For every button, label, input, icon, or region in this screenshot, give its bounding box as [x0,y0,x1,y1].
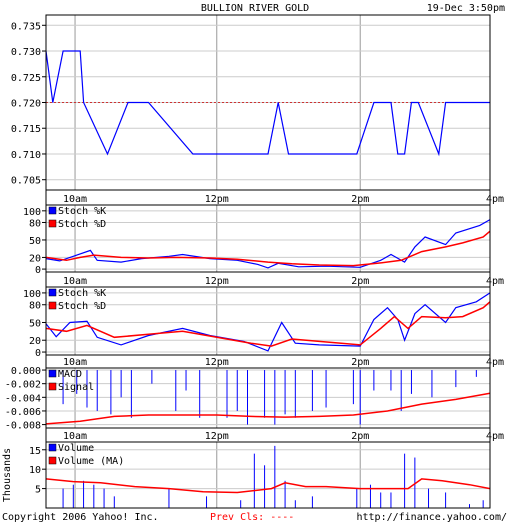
series-line [45,301,491,347]
x-tick-label: 10am [63,194,87,205]
x-tick-strip [45,189,491,206]
series-line [45,230,491,267]
x-tick-label: 10am [63,357,87,368]
legend-label: Volume (MA) [58,456,124,467]
series-line [45,50,490,157]
legend-swatch [48,288,57,297]
legend-label: Stoch %D [58,301,106,312]
plot-area [46,205,490,272]
y-tick-label: 15 [29,446,41,457]
y-tick-label: 0 [35,265,41,276]
y-tick-label: 10 [29,465,41,476]
panel-macd: 0.000 -0.002 -0.004 -0.006 -0.008 MACD Signal 1… [5,366,504,443]
y-tick-label: 80 [29,218,41,229]
legend-swatch [48,443,57,452]
x-tick-label: 10am [63,431,87,442]
legend-label: Stoch %K [58,206,106,217]
legend-label: Signal [58,382,94,393]
x-tick-strip [45,354,491,369]
y-tick-label: -0.006 [5,407,41,418]
y-tick-label: -0.002 [5,380,41,391]
legend-swatch [48,301,57,310]
source-url: http://finance.yahoo.com/ [356,512,507,523]
x-tick-label: 12pm [205,276,229,287]
y-tick-label: -0.008 [5,421,41,432]
y-tick-label: -0.004 [5,393,41,404]
x-tick-strip [45,271,491,288]
x-tick-row: 10am 12pm 2pm 4pm [45,189,504,206]
x-tick-label: 2pm [351,276,369,287]
x-tick-label: 4pm [486,194,504,205]
y-tick-label: 0.735 [11,21,41,32]
y-tick-label: 20 [29,253,41,264]
chart-title: BULLION RIVER GOLD [201,3,309,14]
plot-area [46,368,490,428]
x-tick-label: 2pm [351,357,369,368]
series-line [45,392,491,425]
legend-swatch [48,219,57,228]
series-line [45,478,491,494]
x-tick-label: 12pm [205,357,229,368]
y-tick-label: 0 [35,348,41,359]
y-tick-label: 100 [23,289,41,300]
prev-close-text: Prev Cls: ---- [210,512,294,523]
x-tick-row: 10am 12pm 2pm 4pm [45,271,504,288]
y-tick-label: 0.710 [11,150,41,161]
panel-volume: 15 10 5 Volume Volume (MA) Thousands [2,441,491,509]
legend-label: Stoch %D [58,219,106,230]
legend-label: Volume [58,443,94,454]
legend-swatch [48,382,57,391]
plot-area [46,287,490,355]
series-line [45,292,491,352]
panel-border [45,441,491,509]
series-line [45,219,491,269]
x-tick-label: 12pm [205,194,229,205]
x-tick-label: 4pm [486,357,504,368]
y-tick-label: 0.000 [11,366,41,377]
y-tick-label: 0.730 [11,47,41,58]
y-tick-label: 50 [29,236,41,247]
chart-datetime: 19-Dec 3:50pm [427,3,505,14]
legend-swatch [48,369,57,378]
y-tick-label: 5 [35,485,41,496]
y-tick-label: 100 [23,207,41,218]
plot-area [46,442,490,508]
x-tick-label: 12pm [205,431,229,442]
x-tick-row: 10am 12pm 2pm 4pm [45,427,504,443]
x-tick-strip [45,427,491,443]
legend-label: Stoch %K [58,288,106,299]
x-tick-row: 10am 12pm 2pm 4pm [45,354,504,369]
x-tick-label: 10am [63,276,87,287]
legend-swatch [48,206,57,215]
y-tick-label: 0.705 [11,176,41,187]
copyright-text: Copyright 2006 Yahoo! Inc. [2,512,159,523]
legend-label: MACD [58,369,82,380]
x-tick-label: 4pm [486,276,504,287]
y-axis-label: Thousands [2,448,13,502]
legend-swatch [48,456,57,465]
x-tick-label: 2pm [351,194,369,205]
x-tick-label: 4pm [486,431,504,442]
y-tick-label: 0.715 [11,124,41,135]
y-tick-label: 20 [29,336,41,347]
y-tick-label: 50 [29,318,41,329]
y-tick-label: 0.725 [11,73,41,84]
y-tick-label: 80 [29,301,41,312]
y-tick-label: 0.720 [11,99,41,110]
x-tick-label: 2pm [351,431,369,442]
